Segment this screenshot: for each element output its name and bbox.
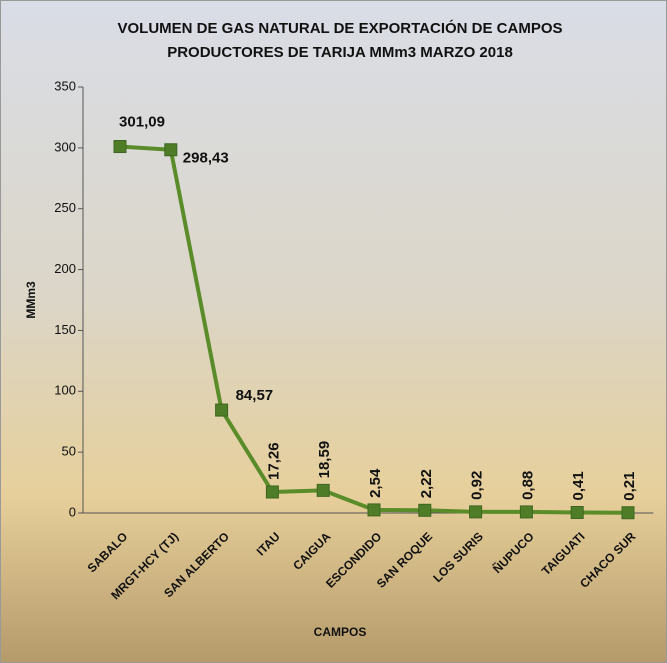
marker [266, 486, 278, 498]
value-label: 298,43 [183, 150, 229, 167]
value-label: 84,57 [236, 387, 274, 404]
marker [470, 506, 482, 518]
y-tick-label: 300 [54, 139, 76, 154]
marker [622, 507, 634, 519]
value-label: 2,22 [418, 469, 435, 498]
value-label: 0,88 [519, 471, 536, 500]
value-label: 301,09 [119, 113, 165, 130]
marker [165, 144, 177, 156]
value-label: 17,26 [265, 442, 282, 480]
marker [317, 484, 329, 496]
y-tick-label: 350 [54, 78, 76, 93]
y-tick-label: 0 [69, 504, 76, 519]
marker [571, 507, 583, 519]
value-label: 0,41 [570, 471, 587, 500]
value-label: 0,92 [469, 471, 486, 500]
value-label: 0,21 [621, 472, 638, 501]
x-axis-label: CAMPOS [314, 625, 367, 639]
chart-title: PRODUCTORES DE TARIJA MMm3 MARZO 2018 [167, 44, 513, 61]
y-tick-label: 150 [54, 322, 76, 337]
marker [368, 504, 380, 516]
chart-title: VOLUMEN DE GAS NATURAL DE EXPORTACIÓN DE… [117, 19, 562, 37]
marker [114, 141, 126, 153]
value-label: 2,54 [367, 468, 384, 498]
value-label: 18,59 [316, 441, 333, 479]
y-axis-label: MMm3 [24, 281, 38, 319]
y-tick-label: 50 [62, 444, 76, 459]
y-tick-label: 100 [54, 383, 76, 398]
y-tick-label: 200 [54, 261, 76, 276]
y-tick-label: 250 [54, 200, 76, 215]
marker [520, 506, 532, 518]
marker [419, 504, 431, 516]
chart: VOLUMEN DE GAS NATURAL DE EXPORTACIÓN DE… [0, 0, 667, 663]
marker [216, 404, 228, 416]
